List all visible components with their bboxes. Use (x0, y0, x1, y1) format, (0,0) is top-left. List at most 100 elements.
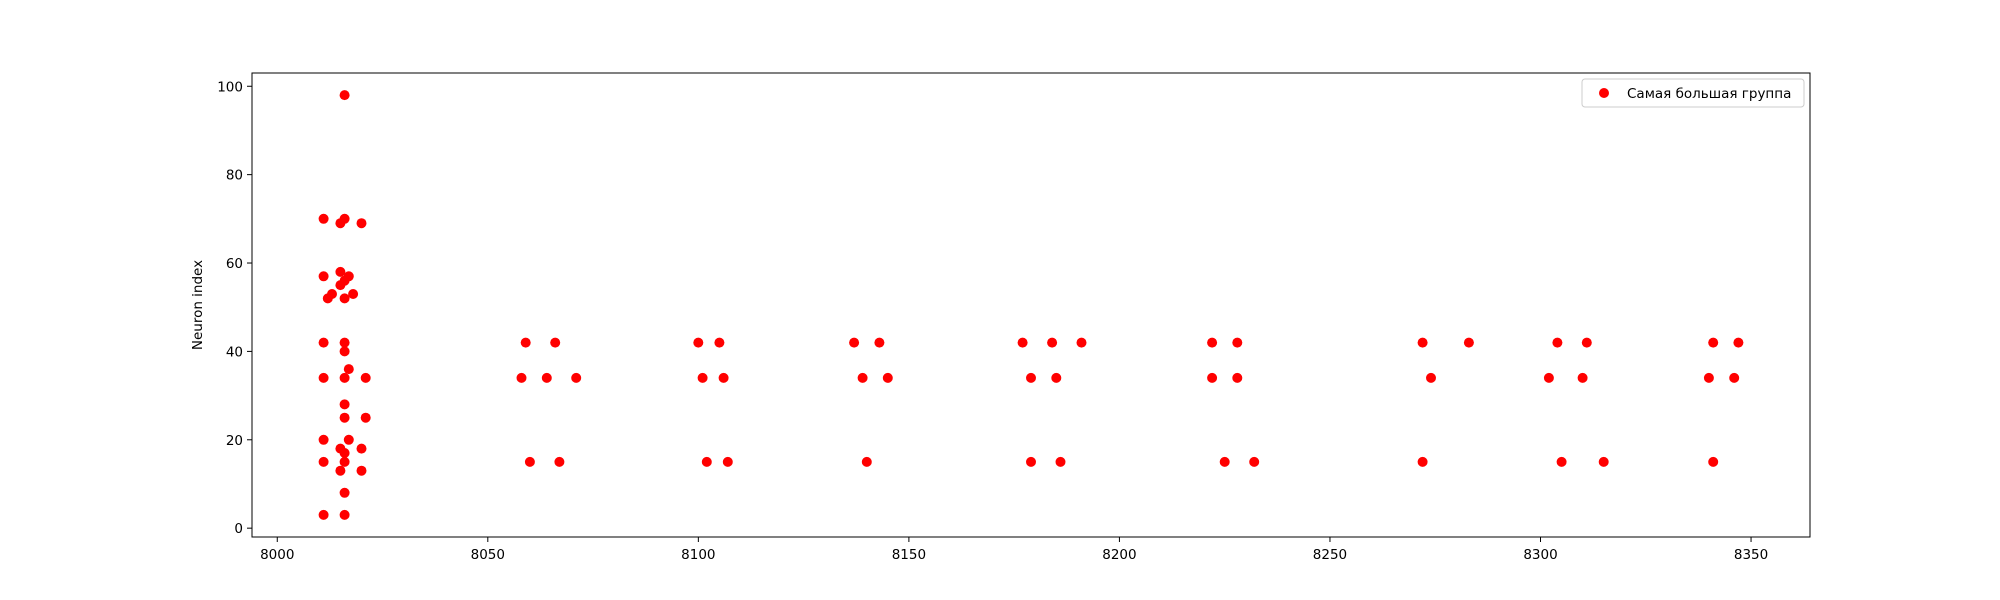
data-point (1232, 372, 1243, 383)
data-point (714, 337, 725, 348)
data-point (339, 293, 350, 304)
y-tick-label: 80 (226, 168, 243, 184)
x-tick-label: 8000 (260, 547, 294, 563)
data-point (318, 271, 329, 282)
data-point (1556, 456, 1567, 467)
data-point (1232, 337, 1243, 348)
data-point (1219, 456, 1230, 467)
data-point (318, 213, 329, 224)
data-point (861, 456, 872, 467)
data-point (360, 372, 371, 383)
data-point (318, 509, 329, 520)
data-point (1543, 372, 1554, 383)
data-point (1026, 372, 1036, 383)
data-point (339, 412, 350, 423)
data-point (554, 456, 565, 467)
data-point (339, 337, 350, 348)
data-point (874, 337, 885, 348)
data-point (360, 412, 371, 423)
legend-label: Самая большая группа (1627, 86, 1791, 102)
data-point (318, 372, 329, 383)
data-point (571, 372, 582, 383)
data-point (327, 289, 337, 299)
data-point (335, 266, 346, 277)
data-point (1017, 337, 1028, 348)
x-tick-label: 8300 (1523, 547, 1557, 563)
data-point (343, 364, 354, 375)
data-point (849, 337, 860, 348)
y-tick-label: 60 (226, 256, 243, 272)
data-point (356, 218, 367, 229)
data-point (339, 399, 350, 410)
data-point (318, 337, 329, 348)
data-point (722, 456, 733, 467)
data-point (1463, 337, 1474, 348)
y-tick-label: 100 (217, 79, 243, 95)
data-point (524, 456, 535, 467)
legend: Самая большая группа (1581, 78, 1805, 108)
data-point (1703, 372, 1714, 383)
x-tick-label: 8050 (471, 547, 505, 563)
legend-box (1581, 78, 1805, 108)
data-point (1417, 337, 1428, 348)
data-point (339, 456, 350, 467)
data-point (1708, 456, 1719, 467)
data-point (339, 509, 350, 520)
x-tick-label: 8250 (1313, 547, 1347, 563)
data-point (356, 465, 367, 476)
data-point (343, 434, 354, 445)
data-point (339, 90, 350, 101)
data-points (318, 90, 1744, 520)
data-point (1598, 456, 1609, 467)
data-point (1076, 337, 1087, 348)
x-tick-label: 8200 (1102, 547, 1136, 563)
data-point (1249, 456, 1260, 467)
data-point (1733, 337, 1744, 348)
data-point (1417, 456, 1428, 467)
data-point (348, 289, 359, 299)
y-axis-label: Neuron index (190, 260, 206, 350)
data-point (541, 372, 552, 383)
data-point (1577, 372, 1588, 383)
data-point (1026, 456, 1036, 467)
data-point (356, 443, 367, 454)
data-point (339, 346, 350, 357)
data-point (520, 337, 531, 348)
data-point (550, 337, 561, 348)
data-point (1426, 372, 1436, 383)
data-point (697, 372, 708, 383)
data-point (339, 213, 350, 224)
data-point (335, 465, 346, 476)
data-point (1729, 372, 1740, 383)
data-point (718, 372, 729, 383)
data-point (335, 443, 346, 454)
data-point (1207, 372, 1218, 383)
data-point (516, 372, 527, 383)
data-point (882, 372, 893, 383)
data-point (1055, 456, 1066, 467)
data-point (1047, 337, 1058, 348)
x-axis: 8000 8050 8100 8150 8200 8250 8300 8350 (260, 537, 1768, 563)
y-tick-label: 0 (234, 521, 243, 537)
y-tick-label: 40 (226, 344, 243, 360)
plot-area-frame (251, 72, 1811, 538)
data-point (693, 337, 704, 348)
data-point (1051, 372, 1062, 383)
data-point (1708, 337, 1719, 348)
y-tick-label: 20 (226, 433, 243, 449)
legend-marker (1599, 88, 1609, 98)
data-point (701, 456, 712, 467)
x-tick-label: 8350 (1734, 547, 1768, 563)
data-point (1552, 337, 1563, 348)
data-point (339, 487, 350, 498)
data-point (343, 271, 354, 282)
data-point (339, 372, 350, 383)
data-point (857, 372, 868, 383)
data-point (1207, 337, 1218, 348)
data-point (1581, 337, 1592, 348)
data-point (318, 434, 329, 445)
x-tick-label: 8150 (892, 547, 926, 563)
y-axis: 0 20 40 60 80 100 (217, 79, 252, 537)
x-tick-label: 8100 (681, 547, 715, 563)
